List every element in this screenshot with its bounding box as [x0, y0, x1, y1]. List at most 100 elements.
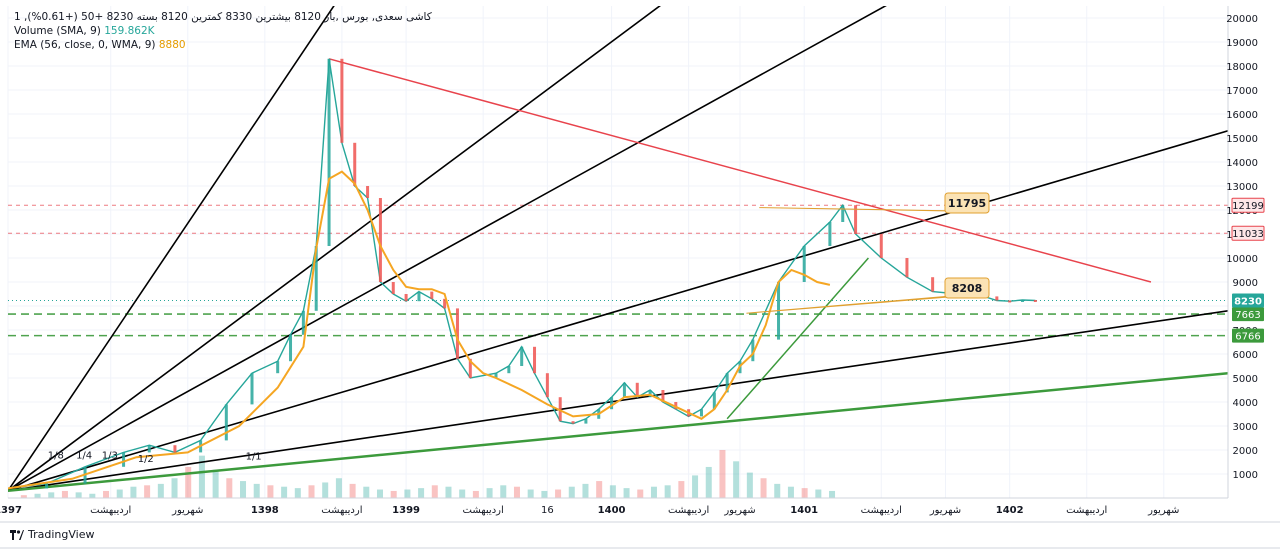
x-tick-label: اردیبهشت: [90, 505, 131, 516]
fan-label: 1/8: [48, 450, 64, 461]
candle: [494, 373, 498, 378]
level-price-label: 11033: [1232, 229, 1264, 240]
tradingview-branding[interactable]: TradingView: [10, 528, 94, 541]
x-tick-label: اردیبهشت: [1066, 505, 1107, 516]
x-tick-label: اردیبهشت: [321, 505, 362, 516]
volume-bar: [34, 493, 41, 498]
volume-bar: [513, 486, 520, 498]
candle: [147, 445, 151, 453]
volume-bar: [527, 489, 534, 498]
trend-line: [328, 58, 1152, 283]
volume-bar: [281, 486, 288, 498]
candle: [378, 198, 382, 282]
candle: [751, 339, 755, 362]
candle: [635, 382, 639, 398]
volume-bar: [637, 489, 644, 498]
y-tick-label: 20000: [1226, 14, 1258, 25]
volume-bar: [253, 483, 260, 498]
volume-bar: [568, 486, 575, 498]
candle: [1008, 300, 1012, 303]
volume-bar: [445, 486, 452, 498]
candle: [327, 58, 331, 246]
y-tick-label: 10000: [1226, 254, 1258, 265]
volume-bar: [623, 488, 630, 498]
fan-label: 1/2: [138, 454, 154, 465]
candle: [533, 346, 537, 374]
candle: [841, 205, 845, 222]
volume-bar: [144, 485, 151, 498]
volume-value: 159.862K: [104, 25, 155, 37]
volume-bar: [226, 478, 233, 498]
y-tick-label: 17000: [1226, 86, 1258, 97]
volume-bar: [363, 486, 370, 498]
volume-bar: [308, 485, 315, 498]
fan-label: 1/4: [76, 450, 92, 461]
candle: [366, 186, 370, 198]
ohlc-text: 1 ,کاشی سعدی, بورس ,باز 8120 بیشترین 833…: [14, 11, 432, 23]
volume-bar: [103, 490, 110, 498]
candle: [995, 296, 999, 301]
y-tick-label: 5000: [1233, 374, 1258, 385]
x-tick-label: 1398: [251, 505, 279, 516]
x-tick-label: 1399: [392, 505, 420, 516]
volume-bar: [555, 489, 562, 498]
candle: [45, 483, 49, 489]
x-tick-label: اردیبهشت: [668, 505, 709, 516]
volume-bar: [650, 486, 657, 498]
candle: [507, 366, 511, 374]
volume-bar: [472, 490, 479, 498]
volume-bar: [212, 469, 219, 498]
callout-label: 8208: [952, 282, 983, 295]
fan-line: [8, 6, 661, 492]
candle: [571, 421, 575, 424]
y-tick-label: 19000: [1226, 38, 1258, 49]
level-price-label: 7663: [1235, 310, 1260, 321]
candle: [455, 308, 459, 359]
candle: [931, 277, 935, 292]
volume-bar: [719, 450, 726, 498]
fan-line: [8, 130, 1228, 492]
volume-bar: [801, 488, 808, 498]
volume-bar: [185, 466, 192, 498]
volume-bar: [89, 493, 96, 498]
tradingview-logo-icon: [10, 529, 24, 540]
y-tick-label: 4000: [1233, 398, 1258, 409]
volume-bar: [500, 485, 507, 498]
candle: [224, 404, 228, 441]
level-price-tag: [1232, 307, 1264, 322]
candle: [250, 373, 254, 405]
y-tick-label: 18000: [1226, 62, 1258, 73]
volume-bar: [390, 490, 397, 498]
volume-bar: [75, 492, 82, 498]
candle: [301, 310, 305, 335]
volume-bar: [349, 483, 356, 498]
x-tick-label: شهریور: [723, 505, 755, 516]
volume-bar: [418, 488, 425, 498]
volume-bar: [116, 489, 123, 498]
volume-bar: [774, 483, 781, 498]
volume-bar: [171, 478, 178, 498]
candle: [699, 409, 703, 417]
last-price-tag: [1232, 293, 1264, 308]
x-tick-label: شهریور: [1147, 505, 1179, 516]
volume-row: Volume (SMA, 9) 159.862K: [14, 24, 432, 38]
candle: [391, 282, 395, 294]
fan-label: 1/1: [246, 452, 262, 463]
fan-line: [8, 6, 335, 492]
volume-bar: [157, 483, 164, 498]
volume-bar: [459, 489, 466, 498]
level-price-label: 6766: [1235, 332, 1260, 343]
volume-bar: [760, 478, 767, 498]
volume-bar: [61, 490, 68, 498]
volume-bar: [130, 486, 137, 498]
callout-box: [944, 192, 990, 214]
candle: [545, 373, 549, 398]
candle: [905, 258, 909, 278]
x-tick-label: اردیبهشت: [463, 505, 504, 516]
last-price-label: 8230: [1234, 296, 1262, 307]
y-tick-label: 3000: [1233, 422, 1258, 433]
candle: [443, 298, 447, 309]
ema-row: EMA (56, close, 0, WMA, 9) 8880: [14, 38, 432, 52]
